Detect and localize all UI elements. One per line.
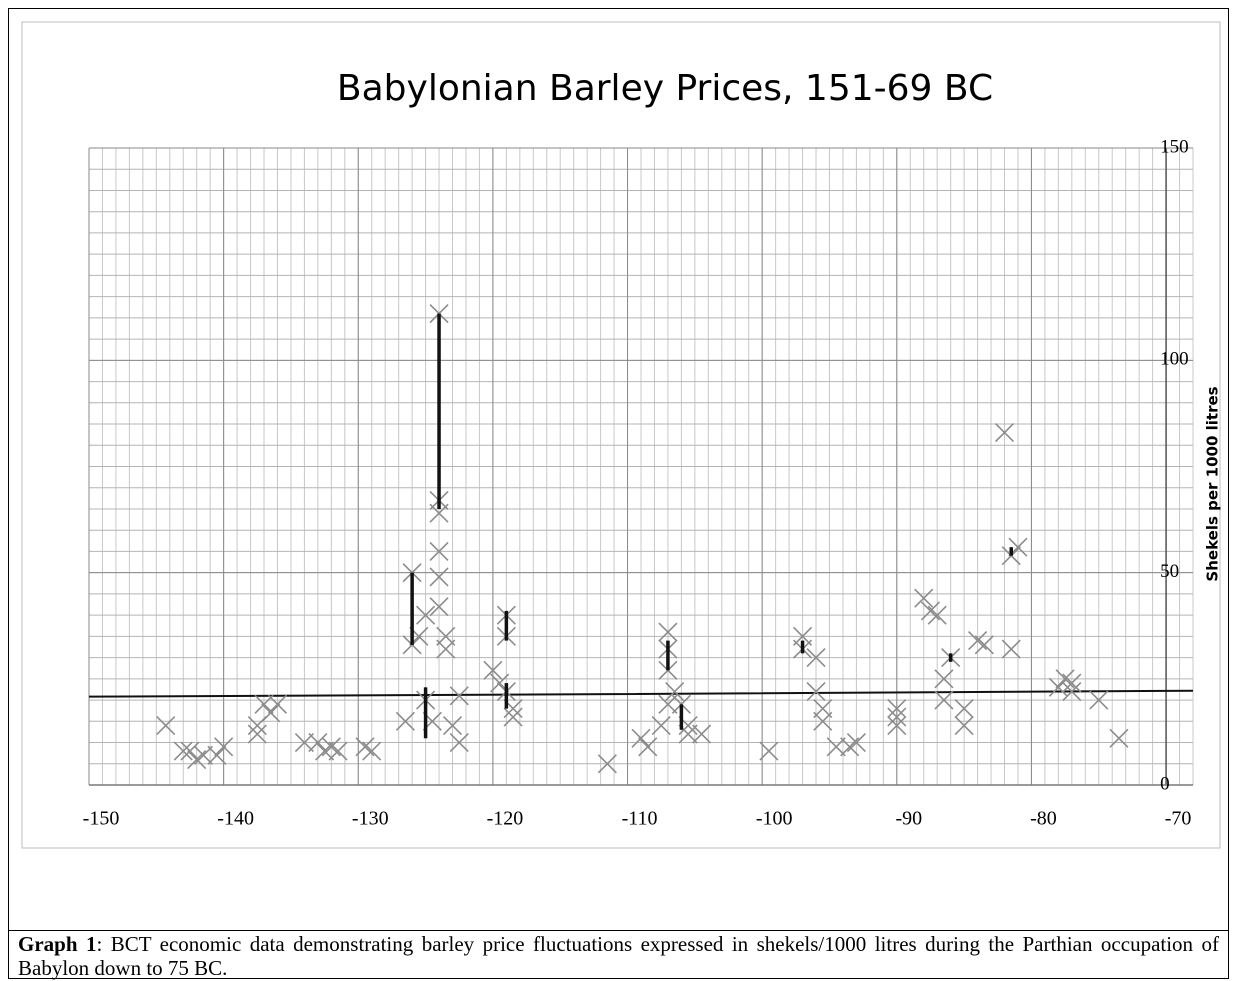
point (449, 686, 469, 706)
point (416, 605, 436, 625)
caption-text: : BCT economic data demonstrating barley… (18, 932, 1219, 980)
point (429, 503, 449, 523)
point (362, 741, 382, 761)
point (173, 741, 193, 761)
point (254, 694, 274, 714)
point (442, 715, 463, 736)
point (429, 541, 449, 561)
point (887, 707, 907, 727)
point (887, 698, 907, 719)
point (429, 567, 449, 587)
point (328, 741, 348, 761)
point (954, 715, 974, 736)
point (308, 732, 328, 753)
point (597, 754, 617, 774)
y-axis-label: Shekels per 1000 litres (1204, 386, 1222, 581)
point (261, 703, 281, 723)
point (665, 682, 685, 702)
chart-title: Babylonian Barley Prices, 151-69 BC (337, 68, 993, 109)
point (638, 737, 658, 757)
y-tick-label: 150 (1160, 136, 1189, 157)
point (1062, 673, 1082, 693)
point (1048, 677, 1068, 697)
point (651, 715, 671, 736)
x-tick-label: -100 (756, 808, 793, 830)
point (826, 737, 846, 757)
point (1001, 639, 1021, 659)
x-tick-label: -70 (1165, 808, 1192, 830)
point (483, 660, 503, 680)
point (267, 694, 288, 714)
point (934, 669, 954, 689)
point (207, 745, 227, 765)
point (214, 737, 234, 757)
caption: Graph 1: BCT economic data demonstrating… (8, 930, 1229, 980)
x-tick-label: -90 (895, 808, 922, 830)
point (806, 648, 826, 668)
point (994, 422, 1015, 443)
x-tick-label: -110 (622, 808, 658, 830)
point (429, 597, 449, 617)
point (927, 605, 947, 625)
point (759, 741, 779, 761)
point (1109, 728, 1129, 748)
point (1089, 690, 1109, 710)
x-tick-label: -80 (1030, 808, 1057, 830)
caption-label: Graph 1 (18, 932, 97, 956)
point (887, 715, 907, 736)
x-tick-label: -130 (352, 808, 389, 830)
point (806, 682, 826, 702)
point (974, 635, 994, 655)
point (658, 622, 678, 642)
point (449, 732, 469, 753)
point (692, 724, 712, 744)
point (914, 588, 934, 608)
chart: Babylonian Barley Prices, 151-69 BC Shek… (21, 21, 1222, 849)
point (846, 732, 866, 753)
point (934, 690, 954, 710)
x-tick-label: -140 (217, 808, 254, 830)
trend-line (88, 689, 1194, 698)
point (156, 715, 176, 736)
point (436, 639, 456, 659)
point (671, 694, 691, 714)
point (247, 724, 267, 744)
point (503, 707, 523, 727)
point (658, 694, 678, 714)
y-tick-label: 50 (1160, 561, 1179, 582)
point (954, 698, 974, 719)
y-tick-label: 0 (1160, 773, 1170, 794)
y-tick-label: 100 (1160, 349, 1189, 370)
x-tick-label: -150 (83, 808, 120, 830)
point (193, 745, 214, 765)
point (1062, 682, 1082, 702)
chart-frame (21, 21, 1221, 849)
x-tick-label: -120 (487, 808, 524, 830)
document-frame (8, 8, 1229, 979)
point (631, 728, 651, 748)
point (294, 732, 314, 753)
point (180, 741, 200, 761)
point (813, 711, 833, 731)
point (395, 711, 415, 731)
